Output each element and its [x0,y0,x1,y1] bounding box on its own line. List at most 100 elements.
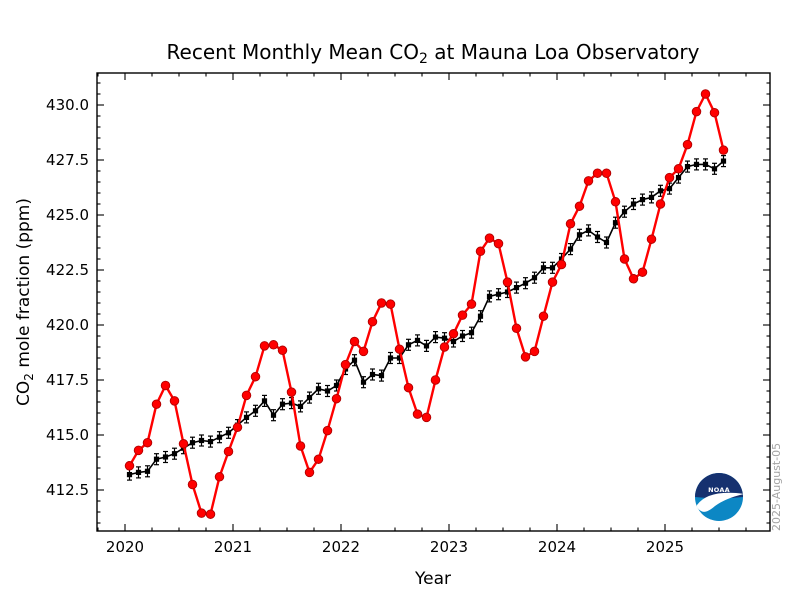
trend-point [594,234,601,240]
trend-point [189,440,196,446]
monthly-mean-point [223,446,234,457]
monthly-mean-point [718,145,729,155]
monthly-mean-point [691,106,702,117]
trend-point [657,188,664,194]
monthly-mean-point [322,425,333,436]
monthly-mean-point [601,168,612,178]
trend-point [540,265,547,271]
trend-point [261,398,268,404]
monthly-mean-point [349,336,360,347]
monthly-mean-point [178,439,189,449]
monthly-mean-point [610,197,621,207]
monthly-mean-point [304,467,315,478]
y-tick-label: 422.5 [46,261,89,279]
y-tick-label: 412.5 [46,481,89,499]
trend-point [477,313,484,319]
trend-point [315,386,322,392]
monthly-mean-point [421,412,432,423]
monthly-mean-markers [124,89,729,519]
trend-point [270,412,277,418]
chart-title: Recent Monthly Mean CO2 at Mauna Loa Obs… [167,40,700,67]
monthly-mean-point [187,479,198,490]
trend-point [702,161,709,167]
y-tick-label: 427.5 [46,151,89,169]
monthly-mean-point [646,234,657,244]
trend-polyline [129,160,725,476]
trend-point [468,330,475,336]
x-tick-label: 2023 [430,538,468,556]
trend-point [369,371,376,378]
trend-point [459,333,466,339]
monthly-mean-point [313,454,324,464]
date-stamp: 2025-August-05 [770,443,783,531]
monthly-mean-point [628,274,639,284]
monthly-mean-point [394,344,405,354]
monthly-mean-point [367,316,378,327]
trend-point [378,373,385,379]
monthly-mean-point [709,107,720,118]
trend-point [603,239,610,246]
trend-point [360,379,367,385]
monthly-mean-point [430,375,441,385]
monthly-mean-point [331,393,342,404]
monthly-mean-point [412,409,423,419]
monthly-mean-point [214,472,225,482]
monthly-mean-point [142,437,153,448]
trend-point [486,293,493,299]
y-tick-label: 430.0 [46,96,89,114]
x-axis-label: Year [414,569,451,589]
axis-ticks [97,73,770,531]
trend-markers [126,158,727,478]
monthly-mean-point [439,342,450,352]
monthly-mean-point [358,346,369,357]
monthly-mean-point [493,238,504,249]
monthly-mean-point [574,201,585,211]
trend-error-bars [127,155,726,481]
trend-point [612,220,619,226]
trend-point [549,265,556,271]
noaa-seagull-icon [696,492,744,512]
monthly-mean-point [385,299,396,309]
x-tick-label: 2021 [214,538,252,556]
trend-point [711,166,718,172]
monthly-mean-point [403,382,414,393]
x-tick-label: 2025 [646,538,684,556]
monthly-mean-point [502,277,513,287]
monthly-mean-point [196,508,207,518]
trend-point [423,343,430,349]
trend-point [396,355,403,361]
monthly-mean-point [277,345,288,356]
trend-point [162,454,169,460]
trend-line [129,160,725,476]
y-tick-label: 417.5 [46,371,89,389]
monthly-mean-point [133,445,144,456]
monthly-mean-point [484,233,495,243]
trend-point [243,414,250,420]
y-tick-label: 415.0 [46,426,89,444]
trend-point [567,246,574,252]
trend-point [450,338,457,345]
trend-point [648,194,655,200]
trend-point [441,335,448,341]
trend-point [675,175,682,181]
trend-point [306,395,313,401]
trend-point [720,158,727,164]
monthly-mean-point [241,390,252,401]
monthly-mean-point [619,254,630,264]
monthly-mean-point [520,352,531,362]
trend-point [288,400,295,406]
trend-point [639,197,646,203]
monthly-mean-point [232,422,243,433]
monthly-mean-point [583,176,594,186]
trend-point [207,439,214,445]
monthly-mean-point [448,329,459,339]
monthly-mean-point [655,199,666,209]
monthly-mean-point [160,380,171,391]
noaa-logo-sky [695,473,743,499]
monthly-mean-point [340,359,351,370]
monthly-mean-point [295,441,306,451]
plot-border [96,72,771,532]
trend-point [630,201,637,207]
